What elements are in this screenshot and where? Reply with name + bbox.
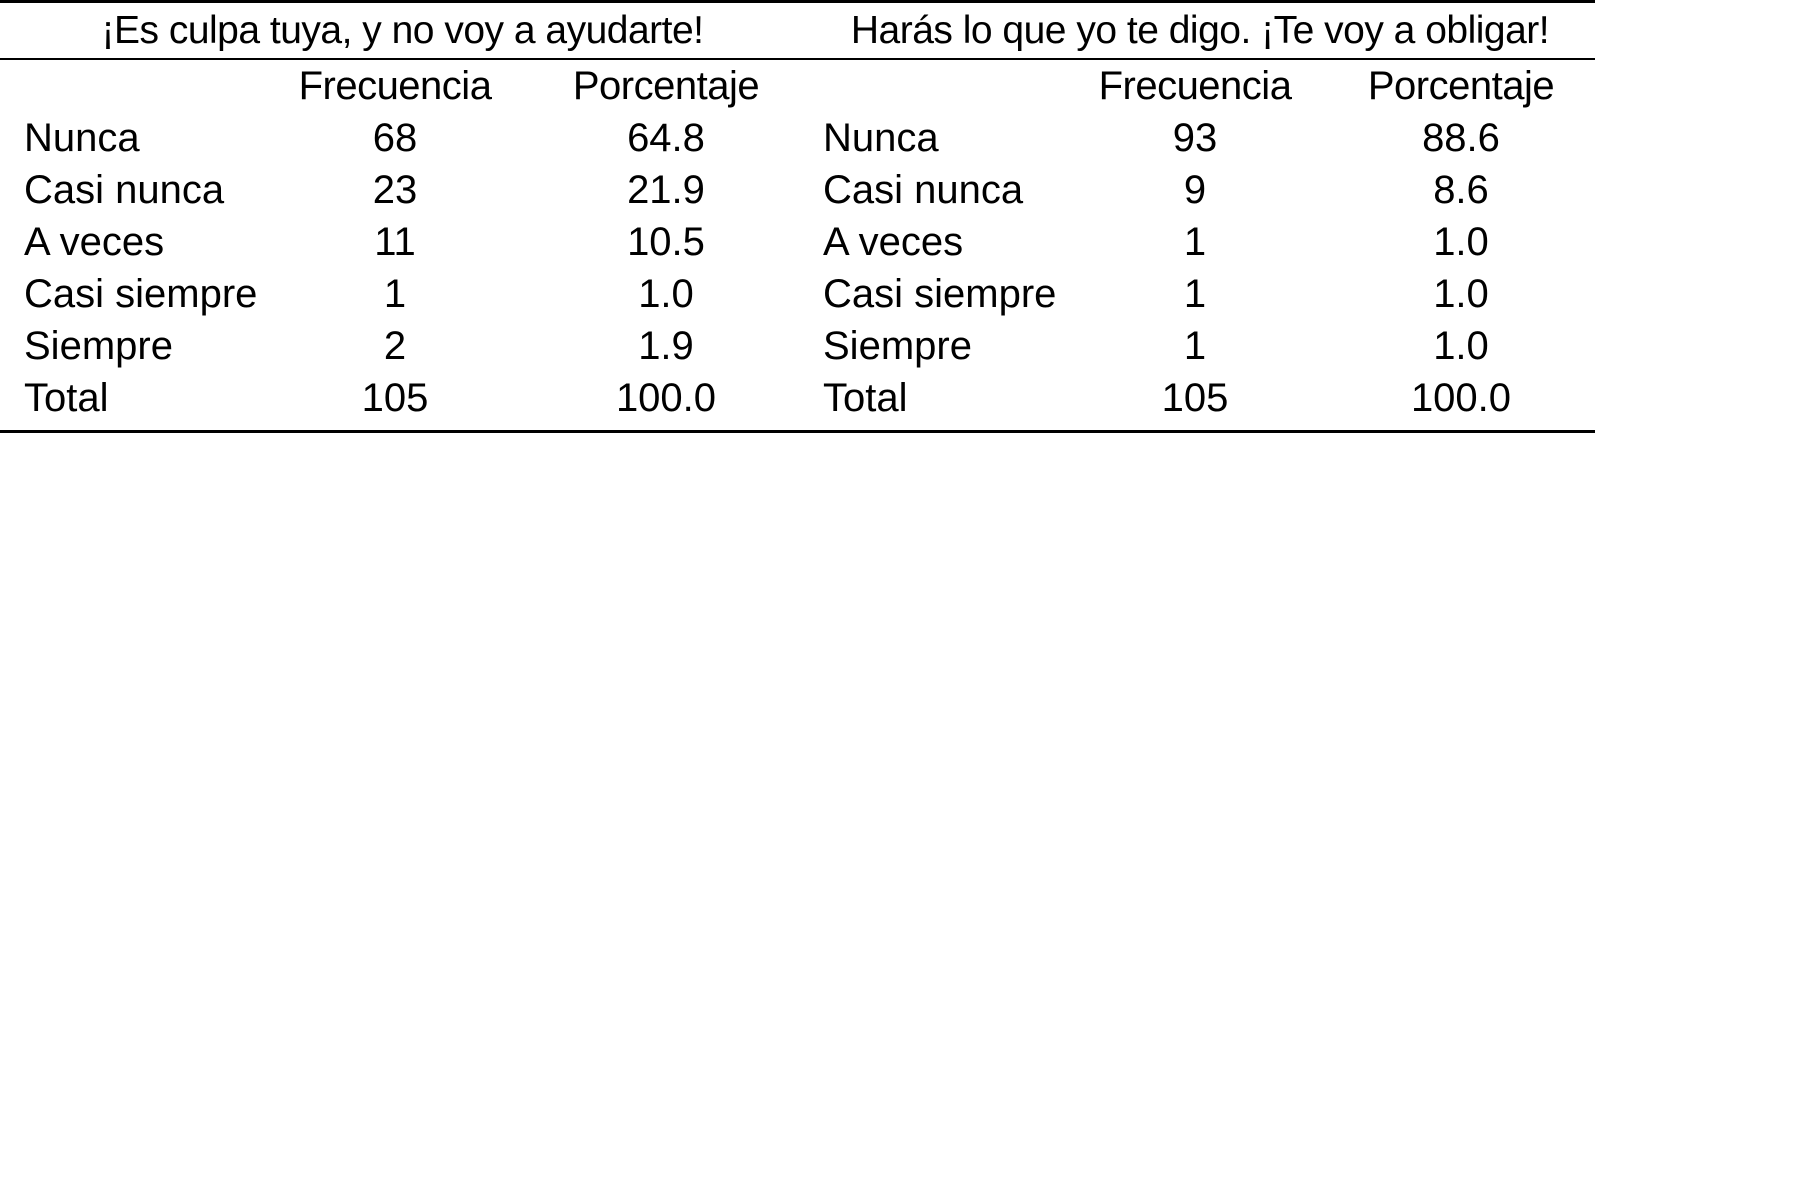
frequency-table: ¡Es culpa tuya, y no voy a ayudarte! Har… [0,0,1595,433]
header-empty-left [0,60,263,112]
percentage-value: 8.6 [1433,167,1489,212]
row-label-total: Total [823,375,908,420]
frequency-value: 68 [372,115,418,160]
column-header-frecuencia-left: Frecuencia [298,63,492,108]
percentage-value: 1.0 [1433,219,1489,264]
percentage-total-value: 100.0 [1410,375,1512,420]
frequency-value: 1 [1183,271,1207,316]
percentage-value: 1.0 [1433,271,1489,316]
row-label: Siempre [823,323,972,368]
header-empty-right [805,60,1063,112]
percentage-value: 1.9 [638,323,694,368]
frequency-value: 11 [374,219,416,264]
frequency-value: 2 [383,323,407,368]
column-header-porcentaje-right: Porcentaje [1367,63,1555,108]
row-label: A veces [823,219,964,264]
frequency-value: 9 [1183,167,1207,212]
row-label: Casi nunca [24,167,225,212]
row-label: Nunca [24,115,140,160]
row-label-total: Total [24,375,109,420]
table-title-left: ¡Es culpa tuya, y no voy a ayudarte! [101,8,704,52]
frequency-value: 1 [383,271,407,316]
table-body: Frecuencia Porcentaje Frecuencia Porcent… [0,60,1595,430]
row-label: Siempre [24,323,173,368]
percentage-value: 10.5 [627,219,705,264]
frequency-value: 1 [1183,323,1207,368]
column-header-porcentaje-left: Porcentaje [572,63,760,108]
percentage-value: 1.0 [1433,323,1489,368]
table-title-row: ¡Es culpa tuya, y no voy a ayudarte! Har… [0,3,1595,60]
percentage-value: 21.9 [627,167,705,212]
column-header-frecuencia-right: Frecuencia [1098,63,1292,108]
percentage-value: 1.0 [638,271,694,316]
row-label: Casi nunca [823,167,1024,212]
frequency-total-value: 105 [361,375,429,420]
row-label: A veces [24,219,165,264]
row-label: Casi siempre [24,271,258,316]
table-title-right: Harás lo que yo te digo. ¡Te voy a oblig… [850,8,1550,52]
frequency-value: 1 [1183,219,1207,264]
percentage-value: 88.6 [1422,115,1500,160]
row-label: Casi siempre [823,271,1057,316]
frequency-value: 93 [1172,115,1218,160]
frequency-total-value: 105 [1161,375,1229,420]
row-label: Nunca [823,115,939,160]
percentage-total-value: 100.0 [615,375,717,420]
frequency-value: 23 [372,167,418,212]
percentage-value: 64.8 [627,115,705,160]
